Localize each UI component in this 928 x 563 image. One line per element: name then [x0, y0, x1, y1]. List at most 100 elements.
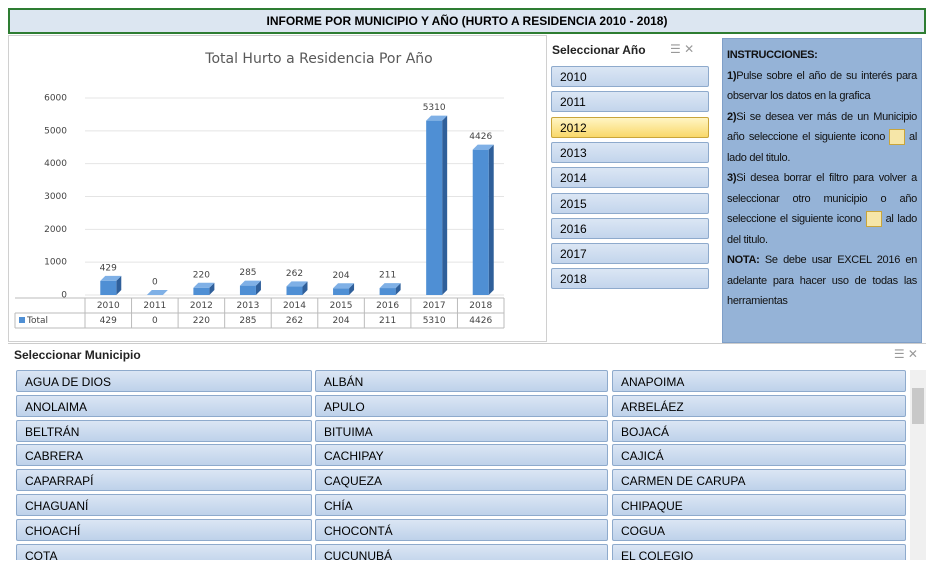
instructions: INSTRUCCIONES: 1)Pulse sobre el año de su…	[722, 38, 922, 343]
municipio-button[interactable]: APULO	[315, 394, 608, 417]
data-label: 204	[332, 271, 349, 281]
x-tick-label: 2015	[330, 301, 353, 311]
x-tick-label: 2010	[97, 301, 120, 311]
note-text: Se debe usar EXCEL 2016 en adelante para…	[727, 254, 917, 307]
municipio-button[interactable]: CHOACHÍ	[16, 518, 312, 541]
bar-top	[193, 282, 215, 288]
data-label: 5310	[423, 103, 446, 113]
municipio-button[interactable]: CAQUEZA	[315, 469, 608, 492]
report-title: INFORME POR MUNICIPIO Y AÑO (HURTO A RES…	[8, 8, 926, 34]
instruction-step: 1)Pulse sobre el año de su interés para …	[727, 66, 917, 107]
bar	[193, 287, 210, 295]
table-value: 220	[193, 316, 210, 326]
instruction-step: 3)Si desea borrar el filtro para volver …	[727, 168, 917, 250]
bar-top	[333, 283, 355, 289]
chart: Total Hurto a Residencia Por Año 0 1000 20…	[14, 51, 505, 329]
bar-side	[209, 282, 215, 295]
bar-side	[349, 283, 355, 295]
slicer-title: Seleccionar Municipio	[14, 348, 141, 362]
municipio-button[interactable]: CACHIPAY	[315, 444, 608, 467]
data-label: 429	[100, 263, 117, 273]
note: NOTA: Se debe usar EXCEL 2016 en adelant…	[727, 250, 917, 312]
year-button[interactable]: 2014	[551, 167, 709, 189]
table-value: 429	[100, 316, 117, 326]
icon	[889, 129, 906, 146]
table-value: 211	[379, 316, 396, 326]
bar-top	[286, 281, 308, 287]
scrollbar[interactable]	[910, 370, 926, 560]
municipio-button[interactable]: BOJACÁ	[612, 419, 906, 442]
bar-top	[239, 280, 261, 286]
filter-icons[interactable]: ☰ ✕	[893, 347, 918, 361]
bar	[100, 280, 117, 295]
year-button[interactable]: 2018	[551, 268, 709, 290]
year-button[interactable]: 2011	[551, 91, 709, 113]
year-button[interactable]: 2013	[551, 141, 709, 163]
y-tick-label: 4000	[44, 159, 67, 169]
x-tick-label: 2018	[469, 301, 492, 311]
x-tick-label: 2013	[236, 301, 259, 311]
step-text: al lado del titulo.	[727, 131, 917, 164]
municipio-button[interactable]: ARBELÁEZ	[612, 394, 906, 417]
year-button[interactable]: 2017	[551, 243, 709, 265]
x-tick-label: 2011	[143, 301, 166, 311]
municipio-slicer: Seleccionar Municipio ☰ ✕ AGUA DE DIOS AL…	[8, 343, 926, 562]
y-tick-label: 6000	[44, 94, 67, 104]
step-text: al lado del titulo.	[727, 213, 917, 246]
instructions-title: INSTRUCCIONES:	[727, 49, 818, 61]
municipio-button[interactable]: CARMEN DE CARUPA	[612, 469, 906, 492]
bar-top	[379, 283, 401, 289]
bar-top	[100, 275, 122, 281]
data-label: 285	[239, 268, 256, 278]
step-number: 1)	[727, 69, 737, 82]
municipio-button[interactable]: CUCUNUBÁ	[315, 543, 608, 560]
data-label: 262	[286, 269, 303, 279]
bar	[472, 149, 489, 295]
bar-side	[255, 280, 261, 295]
y-tick-label: 2000	[44, 225, 67, 235]
municipio-button[interactable]: CHOCONTÁ	[315, 518, 608, 541]
municipio-button[interactable]: COGUA	[612, 518, 906, 541]
x-tick-label: 2012	[190, 301, 213, 311]
municipio-button[interactable]: CHIPAQUE	[612, 494, 906, 516]
chart-box: Total Hurto a Residencia Por Año 0 1000 20…	[8, 35, 547, 342]
year-button[interactable]: 2012	[551, 116, 709, 138]
data-label: 211	[379, 271, 396, 281]
table-value: 262	[286, 316, 303, 326]
municipio-button[interactable]: CHÍA	[315, 494, 608, 516]
y-tick-label: 0	[61, 291, 67, 301]
legend-label: Total	[26, 316, 48, 326]
note-label: NOTA:	[727, 254, 760, 266]
step-number: 2)	[727, 110, 737, 123]
municipio-button[interactable]: CAJICÁ	[612, 444, 906, 467]
year-slicer: Seleccionar Año ☰ ✕ 2010 2011 2012 2013 2014…	[548, 38, 718, 338]
municipio-button[interactable]: AGUA DE DIOS	[16, 370, 312, 392]
instruction-step: 2)Si se desea ver más de un Municipio añ…	[727, 107, 917, 169]
multi-select-icon[interactable]: ☰ ✕	[670, 42, 695, 56]
bar	[333, 288, 350, 295]
municipio-button[interactable]: CAPARRAPÍ	[16, 469, 312, 492]
legend-swatch	[19, 317, 25, 323]
municipio-button[interactable]: ANAPOIMA	[612, 370, 906, 392]
bar-top	[472, 144, 494, 150]
table-value: 285	[239, 316, 256, 326]
municipio-button[interactable]: BITUIMA	[315, 419, 608, 442]
table-value: 204	[332, 316, 349, 326]
municipio-button[interactable]: COTA	[16, 543, 312, 560]
municipio-button[interactable]: CHAGUANÍ	[16, 494, 312, 516]
municipio-button[interactable]: BELTRÁN	[16, 419, 312, 442]
municipio-button[interactable]: ANOLAIMA	[16, 394, 312, 417]
bar-top	[146, 290, 168, 295]
step-text: Si desea borrar el filtro para volver a …	[727, 172, 917, 225]
municipio-button[interactable]: ALBÁN	[315, 370, 608, 392]
bar	[286, 286, 303, 295]
municipio-button[interactable]: CABRERA	[16, 444, 312, 467]
data-label: 0	[152, 278, 158, 288]
table-value: 4426	[469, 316, 492, 326]
municipio-button[interactable]: EL COLEGIO	[612, 543, 906, 560]
y-tick-label: 3000	[44, 192, 67, 202]
year-button[interactable]: 2015	[551, 192, 709, 214]
year-button[interactable]: 2010	[551, 66, 709, 87]
year-button[interactable]: 2016	[551, 217, 709, 239]
y-tick-label: 1000	[44, 258, 67, 268]
